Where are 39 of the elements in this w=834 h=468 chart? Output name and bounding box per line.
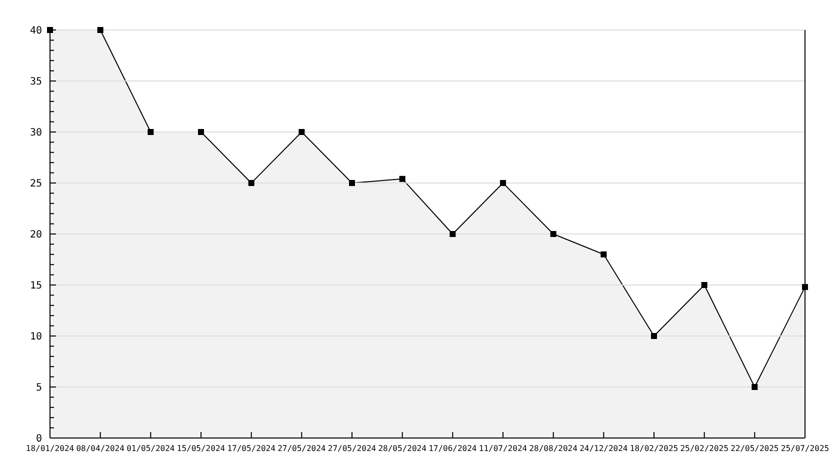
x-tick-label: 17/05/2024: [227, 444, 276, 453]
x-tick-label: 01/05/2024: [126, 444, 175, 453]
y-tick-label: 20: [30, 230, 42, 240]
x-tick-label: 08/04/2024: [76, 444, 125, 453]
point: [97, 27, 104, 33]
x-tick-label: 17/06/2024: [428, 444, 477, 453]
point: [550, 231, 556, 237]
point: [148, 129, 154, 135]
point: [701, 282, 708, 288]
x-tick-label: 27/05/2024: [328, 444, 376, 453]
point: [298, 129, 305, 135]
x-tick-label: 24/12/2024: [580, 444, 628, 453]
y-tick-label: 30: [30, 128, 42, 138]
x-tick-label: 25/02/2025: [680, 444, 729, 453]
x-tick-label: 28/08/2024: [529, 444, 578, 453]
y-tick-label: 0: [36, 434, 42, 444]
point: [450, 231, 456, 237]
x-tick-label: 25/07/2025: [780, 444, 830, 453]
point: [600, 251, 607, 258]
y-tick-label: 15: [30, 280, 42, 292]
y-tick-label: 5: [36, 382, 42, 394]
point: [500, 180, 506, 186]
x-tick-label: 18/02/2025: [630, 444, 678, 453]
y-tick-label: 40: [30, 26, 42, 36]
x-tick-label: 15/05/2024: [176, 444, 226, 453]
y-tick-label: 10: [30, 332, 42, 342]
x-tick-label: 27/05/2024: [278, 444, 326, 453]
y-tick-label: 25: [30, 178, 42, 190]
y-tick-label: 35: [30, 76, 42, 88]
point: [248, 180, 254, 186]
point: [651, 333, 657, 339]
x-tick-label: 11/07/2024: [478, 444, 528, 453]
point: [399, 176, 406, 182]
point: [752, 384, 758, 390]
point: [198, 129, 204, 135]
x-tick-label: 22/05/2025: [730, 444, 779, 453]
x-tick-label: 28/05/2024: [378, 444, 427, 453]
x-tick-label: 18/01/2024: [26, 444, 74, 453]
point: [349, 180, 355, 186]
